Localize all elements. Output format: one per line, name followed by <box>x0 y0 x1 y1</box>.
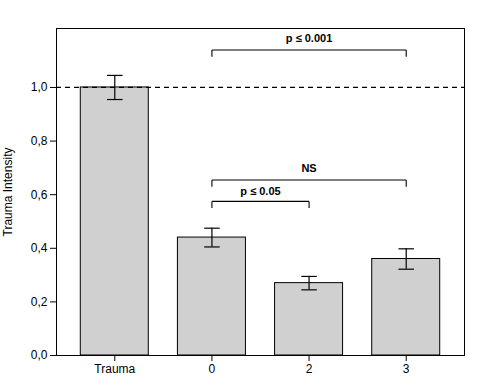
svg-text:p ≤ 0.001: p ≤ 0.001 <box>286 32 332 44</box>
svg-text:Trauma Intensity: Trauma Intensity <box>1 148 15 237</box>
svg-text:0,2: 0,2 <box>31 295 48 309</box>
svg-text:0,4: 0,4 <box>31 241 48 255</box>
svg-text:3: 3 <box>403 362 410 376</box>
svg-text:Trauma: Trauma <box>94 362 135 376</box>
svg-text:0,6: 0,6 <box>31 188 48 202</box>
svg-text:p ≤ 0.05: p ≤ 0.05 <box>240 185 280 197</box>
svg-text:0,8: 0,8 <box>31 134 48 148</box>
svg-text:1,0: 1,0 <box>31 80 48 94</box>
svg-text:2: 2 <box>306 362 313 376</box>
svg-text:NS: NS <box>301 162 316 174</box>
svg-text:0: 0 <box>209 362 216 376</box>
svg-text:0,0: 0,0 <box>31 348 48 362</box>
